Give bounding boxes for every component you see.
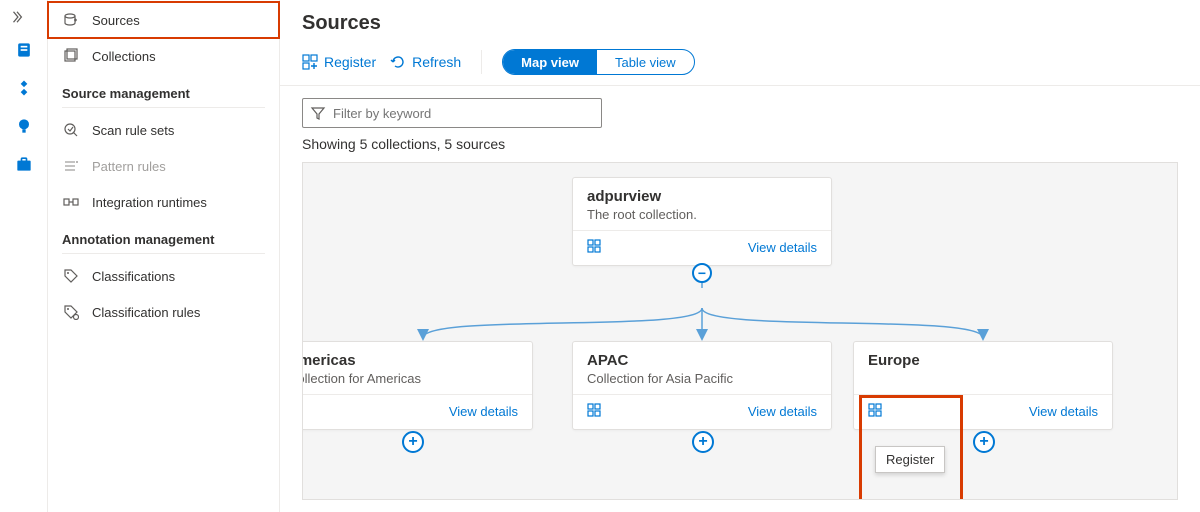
result-count: Showing 5 collections, 5 sources [280,136,1200,162]
map-view-option[interactable]: Map view [503,50,597,74]
sidebar-section-source-mgmt: Source management [48,74,279,107]
grid-icon[interactable] [587,403,603,419]
scan-icon [62,121,80,139]
divider [62,107,265,108]
main: Sources Register Refresh Map view Table … [280,0,1200,512]
view-details-link[interactable]: View details [449,404,518,419]
card-europe[interactable]: Europe View details [853,341,1113,430]
card-subtitle [868,371,1098,386]
sidebar-label: Integration runtimes [92,195,207,210]
view-details-link[interactable]: View details [1029,404,1098,419]
rail-link-icon[interactable] [6,70,42,106]
tag-rules-icon [62,303,80,321]
sidebar-item-classifications[interactable]: Classifications [48,258,279,294]
icon-rail [0,0,48,512]
database-icon [62,11,80,29]
toolbar: Register Refresh Map view Table view [280,45,1200,86]
sidebar-label: Pattern rules [92,159,166,174]
toolbar-divider [481,50,482,74]
add-child-europe[interactable]: + [973,431,995,453]
map-canvas[interactable]: adpurview The root collection. View deta… [302,162,1178,500]
sidebar-section-annotation: Annotation management [48,220,279,253]
view-details-link[interactable]: View details [748,240,817,255]
sidebar-item-pattern-rules[interactable]: Pattern rules [48,148,279,184]
card-title: Americas [302,352,518,369]
sidebar-item-collections[interactable]: Collections [48,38,279,74]
sidebar-item-integration[interactable]: Integration runtimes [48,184,279,220]
grid-icon[interactable] [587,239,603,255]
collapse-node[interactable]: − [692,263,712,283]
tag-icon [62,267,80,285]
card-apac[interactable]: APAC Collection for Asia Pacific View de… [572,341,832,430]
sidebar-item-classification-rules[interactable]: Classification rules [48,294,279,330]
sidebar: Sources Collections Source management Sc… [48,0,280,512]
register-tooltip: Register [875,446,945,473]
sidebar-item-scan-rules[interactable]: Scan rule sets [48,112,279,148]
pattern-icon [62,157,80,175]
card-subtitle: Collection for Americas [302,371,518,386]
sidebar-label: Classification rules [92,305,200,320]
sidebar-label: Collections [92,49,156,64]
refresh-button[interactable]: Refresh [390,54,461,70]
card-root[interactable]: adpurview The root collection. View deta… [572,177,832,266]
view-toggle: Map view Table view [502,49,695,75]
filter-row [280,86,1200,136]
rail-expand-toggle[interactable] [4,4,44,30]
integration-icon [62,193,80,211]
add-child-apac[interactable]: + [692,431,714,453]
card-americas[interactable]: Americas Collection for Americas View de… [302,341,533,430]
register-icon [302,54,318,70]
card-title: APAC [587,352,817,369]
divider [62,253,265,254]
card-title: Europe [868,352,1098,369]
rail-data-icon[interactable] [6,32,42,68]
rail-toolbox-icon[interactable] [6,146,42,182]
card-subtitle: Collection for Asia Pacific [587,371,817,386]
filter-icon [310,105,326,121]
sidebar-label: Scan rule sets [92,123,174,138]
toolbar-label: Register [324,54,376,70]
page-title: Sources [280,0,1200,45]
sidebar-label: Sources [92,13,140,28]
refresh-icon [390,54,406,70]
rail-bulb-icon[interactable] [6,108,42,144]
grid-icon[interactable] [868,403,884,419]
table-view-option[interactable]: Table view [597,50,694,74]
view-details-link[interactable]: View details [748,404,817,419]
grid-icon[interactable] [302,403,304,419]
card-title: adpurview [587,188,817,205]
collections-icon [62,47,80,65]
add-child-americas[interactable]: + [402,431,424,453]
register-button[interactable]: Register [302,54,376,70]
sidebar-label: Classifications [92,269,175,284]
toolbar-label: Refresh [412,54,461,70]
card-subtitle: The root collection. [587,207,817,222]
filter-input[interactable] [302,98,602,128]
sidebar-item-sources[interactable]: Sources [48,2,279,38]
filter-input-wrap [302,98,602,128]
